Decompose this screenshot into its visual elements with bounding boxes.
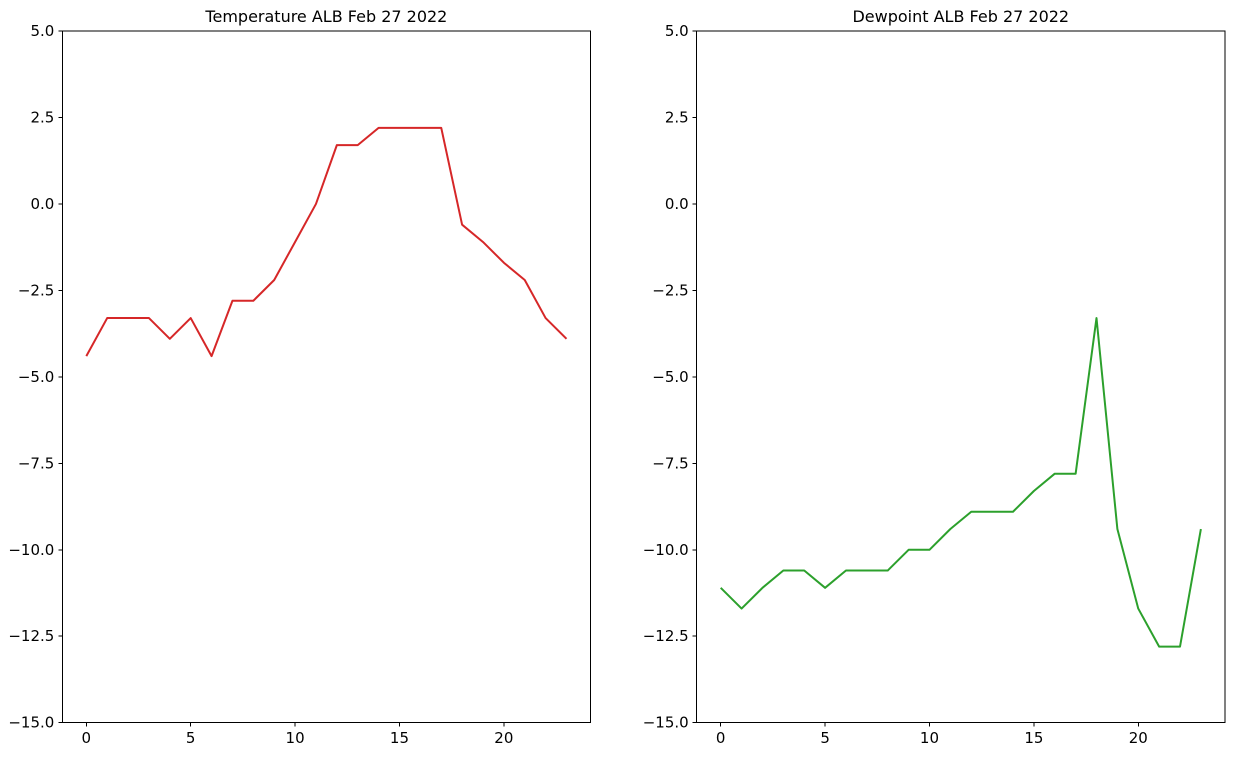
y-tick-label: 5.0: [30, 22, 54, 40]
x-tick-label: 15: [1024, 729, 1043, 747]
dewpoint-line: [720, 317, 1202, 648]
temperature-line: [85, 126, 568, 358]
y-tick-label: −15.0: [643, 714, 689, 732]
x-tick-label: 0: [716, 729, 726, 747]
x-tick-label: 5: [186, 729, 196, 747]
y-tick-label: −10.0: [643, 541, 689, 559]
x-tick-label: 15: [390, 729, 409, 747]
y-tick-label: −2.5: [18, 281, 54, 299]
y-tick-label: −5.0: [18, 368, 54, 386]
y-tick-label: −5.0: [652, 368, 688, 386]
y-tick-label: −10.0: [8, 541, 54, 559]
y-tick-label: −15.0: [8, 714, 54, 732]
y-tick-label: 0.0: [30, 195, 54, 213]
temperature-axis-tick-labels: 0 5 10 15 20 5.0 2.5 0.0 −2.5 −5.0 −7.5 −10.0 −12.5 −…: [8, 22, 513, 747]
x-tick-label: 5: [820, 729, 830, 747]
y-tick-label: −7.5: [18, 454, 54, 472]
dewpoint-axis-tick-marks: [692, 30, 1139, 727]
temperature-axis-tick-marks: [58, 30, 505, 727]
dewpoint-axes-box: [696, 30, 1226, 724]
y-tick-label: −12.5: [8, 627, 54, 645]
y-tick-label: 5.0: [665, 22, 689, 40]
dewpoint-chart-title: Dewpoint ALB Feb 27 2022: [852, 7, 1069, 26]
x-tick-label: 20: [1129, 729, 1148, 747]
y-tick-label: −2.5: [652, 281, 688, 299]
dewpoint-subplot: Dewpoint ALB Feb 27 2022 0 5 10 15 205.02.50…: [643, 7, 1226, 747]
y-tick-label: 2.5: [30, 108, 54, 126]
dewpoint-axis-tick-labels: 0 5 10 15 20 5.0 2.5 0.0 −2.5 −5.0 −7.5 −10.0 −12.5 −…: [643, 22, 1148, 747]
x-tick-label: 0: [82, 729, 92, 747]
y-tick-label: −12.5: [643, 627, 689, 645]
y-tick-label: 2.5: [665, 108, 689, 126]
temperature-chart-title: Temperature ALB Feb 27 2022: [204, 7, 447, 26]
temperature-subplot: Temperature ALB Feb 27 2022 0 5 10 15 20 5.0 2…: [8, 7, 592, 747]
x-tick-label: 10: [286, 729, 305, 747]
temperature-axes-box: [61, 30, 592, 724]
x-tick-label: 20: [494, 729, 513, 747]
y-tick-label: 0.0: [665, 195, 689, 213]
y-tick-label: −7.5: [652, 454, 688, 472]
x-tick-label: 10: [920, 729, 939, 747]
